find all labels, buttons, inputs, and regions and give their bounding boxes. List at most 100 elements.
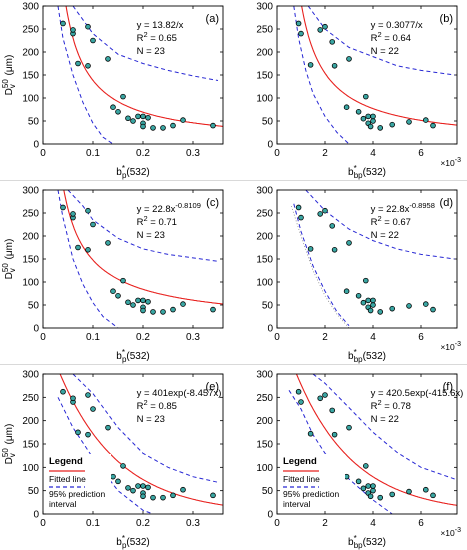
- upper-prediction-bound: [312, 374, 455, 480]
- y-tick-label: 50: [262, 301, 274, 312]
- x-tick-label: 0.3: [186, 332, 200, 343]
- y-tick-label: 200: [22, 416, 39, 427]
- row-divider: [0, 364, 467, 365]
- dotted-guide-line: [291, 205, 350, 328]
- data-point: [406, 303, 412, 309]
- data-point: [110, 473, 116, 480]
- fit-equation: y = 0.3077/x: [371, 20, 423, 31]
- plot-frame: [42, 189, 224, 329]
- x-axis-exponent: ×10-3: [440, 157, 461, 168]
- x-tick-label: 0.2: [136, 148, 150, 159]
- y-axis-label: D50v (μm): [1, 55, 17, 96]
- x-tick-label: 6: [418, 148, 424, 159]
- data-point: [367, 307, 374, 314]
- data-point: [120, 277, 126, 284]
- x-tick-label: 0.2: [136, 332, 150, 343]
- data-point: [295, 388, 302, 395]
- data-point: [322, 23, 328, 30]
- data-point: [125, 485, 131, 491]
- data-point: [115, 109, 121, 115]
- data-point: [90, 406, 96, 412]
- lower-prediction-bound: [293, 203, 350, 327]
- upper-prediction-bound: [72, 374, 219, 483]
- data-point: [295, 204, 302, 211]
- data-point: [370, 297, 376, 304]
- sample-size: N = 23: [137, 414, 165, 425]
- data-point: [298, 399, 304, 405]
- x-tick-label: 0.3: [186, 518, 200, 529]
- panel-label: (b): [440, 13, 453, 25]
- data-point: [140, 483, 146, 489]
- y-tick-label: 150: [22, 71, 39, 82]
- fitted-line: [65, 6, 223, 127]
- data-point: [210, 492, 216, 499]
- data-point: [75, 429, 81, 436]
- legend-pi-label: 95% prediction: [49, 489, 106, 499]
- y-tick-label: 200: [22, 232, 39, 243]
- y-tick-label: 50: [262, 117, 274, 128]
- data-point: [363, 93, 369, 100]
- data-point: [317, 211, 323, 217]
- legend-fitted-label: Fitted line: [49, 474, 86, 484]
- fit-equation: y = 420.5exp(-415.6x): [371, 388, 464, 399]
- data-point: [85, 431, 91, 438]
- r-squared: R2 = 0.67: [371, 214, 411, 228]
- y-tick-label: 200: [256, 48, 273, 59]
- data-point: [367, 123, 374, 130]
- y-tick-label: 50: [262, 486, 274, 497]
- y-tick-label: 100: [22, 94, 39, 105]
- x-tick-label: 0: [274, 148, 280, 159]
- data-point: [135, 297, 141, 304]
- data-point: [120, 463, 126, 469]
- data-point: [329, 223, 335, 229]
- y-tick-label: 300: [256, 2, 273, 13]
- data-point: [180, 301, 186, 307]
- data-point: [307, 430, 314, 437]
- data-point: [423, 486, 429, 493]
- x-axis-label: b* bp(532): [348, 164, 386, 180]
- data-point: [295, 20, 302, 27]
- fit-equation: y = 401exp(-8.457x): [137, 388, 222, 399]
- panel-label: (a): [206, 13, 219, 25]
- r-squared: R2 = 0.64: [371, 30, 411, 44]
- legend-box: [281, 454, 345, 510]
- data-point: [160, 494, 166, 501]
- x-axis-label: b* p(532): [116, 534, 150, 550]
- data-point: [120, 93, 126, 100]
- data-point: [135, 483, 141, 489]
- data-point: [389, 491, 396, 498]
- y-tick-label: 0: [267, 140, 273, 151]
- y-tick-label: 100: [22, 463, 39, 474]
- r-squared: R2 = 0.71: [137, 214, 177, 228]
- r-squared: R2 = 0.85: [137, 398, 177, 412]
- data-point: [370, 487, 376, 494]
- data-point: [110, 104, 116, 110]
- plot-area: [293, 6, 457, 144]
- data-point: [110, 288, 116, 294]
- panel-label: (f): [443, 381, 453, 393]
- data-point: [360, 299, 367, 306]
- y-tick-label: 300: [256, 186, 273, 197]
- data-point: [85, 23, 91, 30]
- x-tick-label: 0.1: [86, 148, 100, 159]
- y-tick-label: 0: [267, 510, 273, 521]
- data-point: [360, 485, 367, 492]
- x-tick-label: 0.1: [86, 518, 100, 529]
- x-axis-exponent: ×10-3: [440, 341, 461, 352]
- data-point: [150, 494, 156, 501]
- y-tick-label: 200: [22, 48, 39, 59]
- plot-frame: [42, 373, 224, 515]
- data-point: [115, 478, 121, 485]
- plot-area: [57, 190, 223, 328]
- data-point: [140, 297, 146, 304]
- x-tick-label: 0: [274, 332, 280, 343]
- x-tick-label: 4: [370, 332, 376, 343]
- data-point: [331, 247, 338, 253]
- y-axis-label-group: D50v (μm): [1, 55, 17, 96]
- y-tick-label: 100: [256, 463, 273, 474]
- upper-prediction-bound: [72, 6, 219, 81]
- x-tick-label: 0: [40, 148, 46, 159]
- y-axis-label: D50v (μm): [1, 239, 17, 280]
